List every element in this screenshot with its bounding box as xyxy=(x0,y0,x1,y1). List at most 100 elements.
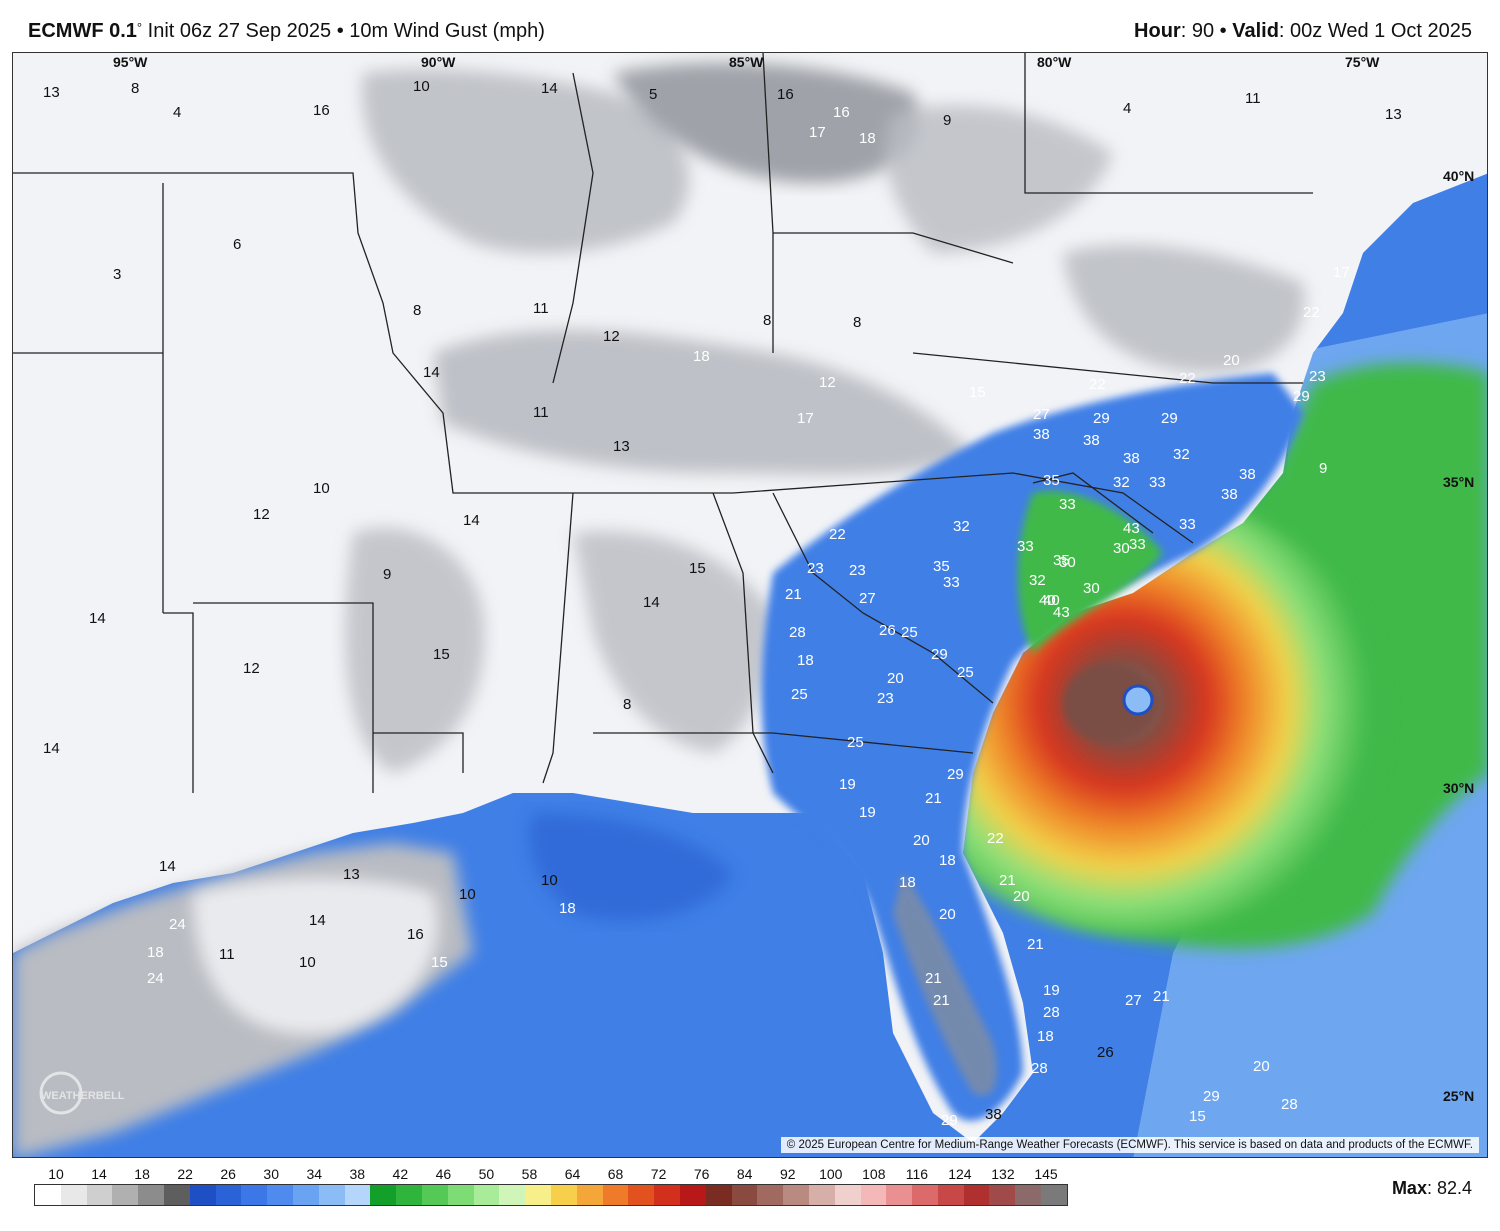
gust-label: 24 xyxy=(147,970,164,987)
gust-label: 15 xyxy=(689,560,706,577)
legend-swatch xyxy=(1041,1185,1067,1205)
legend-swatch xyxy=(292,1185,319,1205)
legend-swatch xyxy=(757,1185,784,1205)
gust-label: 4 xyxy=(1123,100,1131,117)
legend-tick-label: 50 xyxy=(478,1166,495,1182)
gust-label: 24 xyxy=(169,916,186,933)
gust-label: 25 xyxy=(847,734,864,751)
gust-label: 18 xyxy=(1037,1028,1054,1045)
wind-gust-map[interactable]: 95°W 90°W 85°W 80°W 75°W 40°N 35°N 30°N … xyxy=(12,52,1488,1158)
gust-value-labels: 13 8 4 16 10 14 5 16 16 18 17 9 4 11 13 … xyxy=(43,78,1402,1129)
gust-label: 17 xyxy=(797,410,814,427)
gust-label: 11 xyxy=(219,946,235,963)
legend-swatch xyxy=(318,1185,345,1205)
gust-label: 38 xyxy=(1033,426,1050,443)
legend-swatch xyxy=(731,1185,758,1205)
valid-value: : 00z Wed 1 Oct 2025 xyxy=(1278,20,1472,42)
legend-swatch xyxy=(370,1185,397,1205)
gust-label: 14 xyxy=(463,512,480,529)
gust-label: 16 xyxy=(313,102,330,119)
gust-label: 18 xyxy=(693,348,710,365)
legend-swatch xyxy=(963,1185,990,1205)
gust-label: 22 xyxy=(829,526,846,543)
legend-tick-label: 100 xyxy=(819,1166,843,1182)
legend-swatch xyxy=(344,1185,371,1205)
legend-swatch xyxy=(783,1185,809,1205)
gust-label: 14 xyxy=(643,594,660,611)
gust-label: 12 xyxy=(253,506,270,523)
gust-label: 17 xyxy=(1333,264,1350,281)
gust-label: 30 xyxy=(1113,540,1130,557)
gust-label: 10 xyxy=(413,78,430,95)
gust-label: 18 xyxy=(559,900,576,917)
gust-label: 33 xyxy=(943,574,960,591)
gust-label: 33 xyxy=(1129,536,1146,553)
gray-zone-2 xyxy=(613,62,919,183)
florida-gray-interior xyxy=(893,873,997,1096)
gust-label: 35 xyxy=(1043,472,1060,489)
lon-label-90w: 90°W xyxy=(421,54,456,70)
gust-label: 20 xyxy=(1253,1058,1270,1075)
gust-label: 3 xyxy=(113,266,121,283)
gust-label: 16 xyxy=(777,86,794,103)
gust-label: 19 xyxy=(859,804,876,821)
gust-label: 15 xyxy=(969,384,986,401)
graticule-labels: 95°W 90°W 85°W 80°W 75°W 40°N 35°N 30°N … xyxy=(113,54,1474,1104)
gust-label: 20 xyxy=(1013,888,1030,905)
gust-label: 28 xyxy=(789,624,806,641)
gust-label: 14 xyxy=(541,80,558,97)
gust-label: 23 xyxy=(807,560,824,577)
bullet-sep: • xyxy=(336,20,344,42)
gust-label: 21 xyxy=(1153,988,1170,1005)
gust-label: 28 xyxy=(1281,1096,1298,1113)
legend-tick-label: 58 xyxy=(521,1166,538,1182)
model-name: ECMWF 0.1 xyxy=(28,20,137,42)
lat-label-40n: 40°N xyxy=(1443,168,1474,184)
legend-swatch xyxy=(860,1185,887,1205)
bullet-sep-2: • xyxy=(1219,20,1227,42)
max-label: Max xyxy=(1391,1178,1427,1198)
gust-label: 10 xyxy=(299,954,316,971)
gust-label: 13 xyxy=(613,438,630,455)
gust-label: 16 xyxy=(833,104,850,121)
gust-label: 30 xyxy=(1083,580,1100,597)
storm-max-core xyxy=(1063,663,1159,743)
legend-tick-label: 145 xyxy=(1034,1166,1058,1182)
gust-label: 29 xyxy=(1203,1088,1220,1105)
gust-label: 9 xyxy=(1319,460,1327,477)
gray-zone-3 xyxy=(433,329,973,475)
legend-swatch xyxy=(654,1185,680,1205)
gust-label: 12 xyxy=(819,374,836,391)
gust-label: 32 xyxy=(953,518,970,535)
blue-zone-southeast xyxy=(761,373,1303,1121)
legend-swatch xyxy=(421,1185,448,1205)
legend-swatch xyxy=(35,1185,61,1205)
legend-tick-label: 108 xyxy=(862,1166,886,1182)
gust-label: 11 xyxy=(533,404,549,421)
legend-swatch xyxy=(808,1185,835,1205)
legend-tick-label: 68 xyxy=(607,1166,624,1182)
gust-label: 32 xyxy=(1173,446,1190,463)
legend-swatch xyxy=(679,1185,706,1205)
legend-swatch xyxy=(886,1185,913,1205)
gust-label: 38 xyxy=(1221,486,1238,503)
legend-swatch xyxy=(576,1185,603,1205)
gust-label: 35 xyxy=(1053,552,1070,569)
gust-label: 35 xyxy=(933,558,950,575)
gust-label: 28 xyxy=(1043,1004,1060,1021)
legend-tick-label: 30 xyxy=(263,1166,279,1182)
gust-label: 23 xyxy=(849,562,866,579)
gust-label: 14 xyxy=(43,740,60,757)
gray-zone-7 xyxy=(1063,244,1305,373)
legend-swatch xyxy=(705,1185,732,1205)
map-canvas: 95°W 90°W 85°W 80°W 75°W 40°N 35°N 30°N … xyxy=(13,53,1487,1157)
gust-label: 25 xyxy=(957,664,974,681)
gust-label: 23 xyxy=(877,690,894,707)
gust-label: 10 xyxy=(459,886,476,903)
gulf-blue-zone xyxy=(529,813,733,921)
lat-label-25n: 25°N xyxy=(1443,1088,1474,1104)
legend-color-bar xyxy=(34,1184,1068,1206)
gust-label: 8 xyxy=(413,302,421,319)
gust-label: 29 xyxy=(941,1112,958,1129)
legend-swatch xyxy=(86,1185,113,1205)
